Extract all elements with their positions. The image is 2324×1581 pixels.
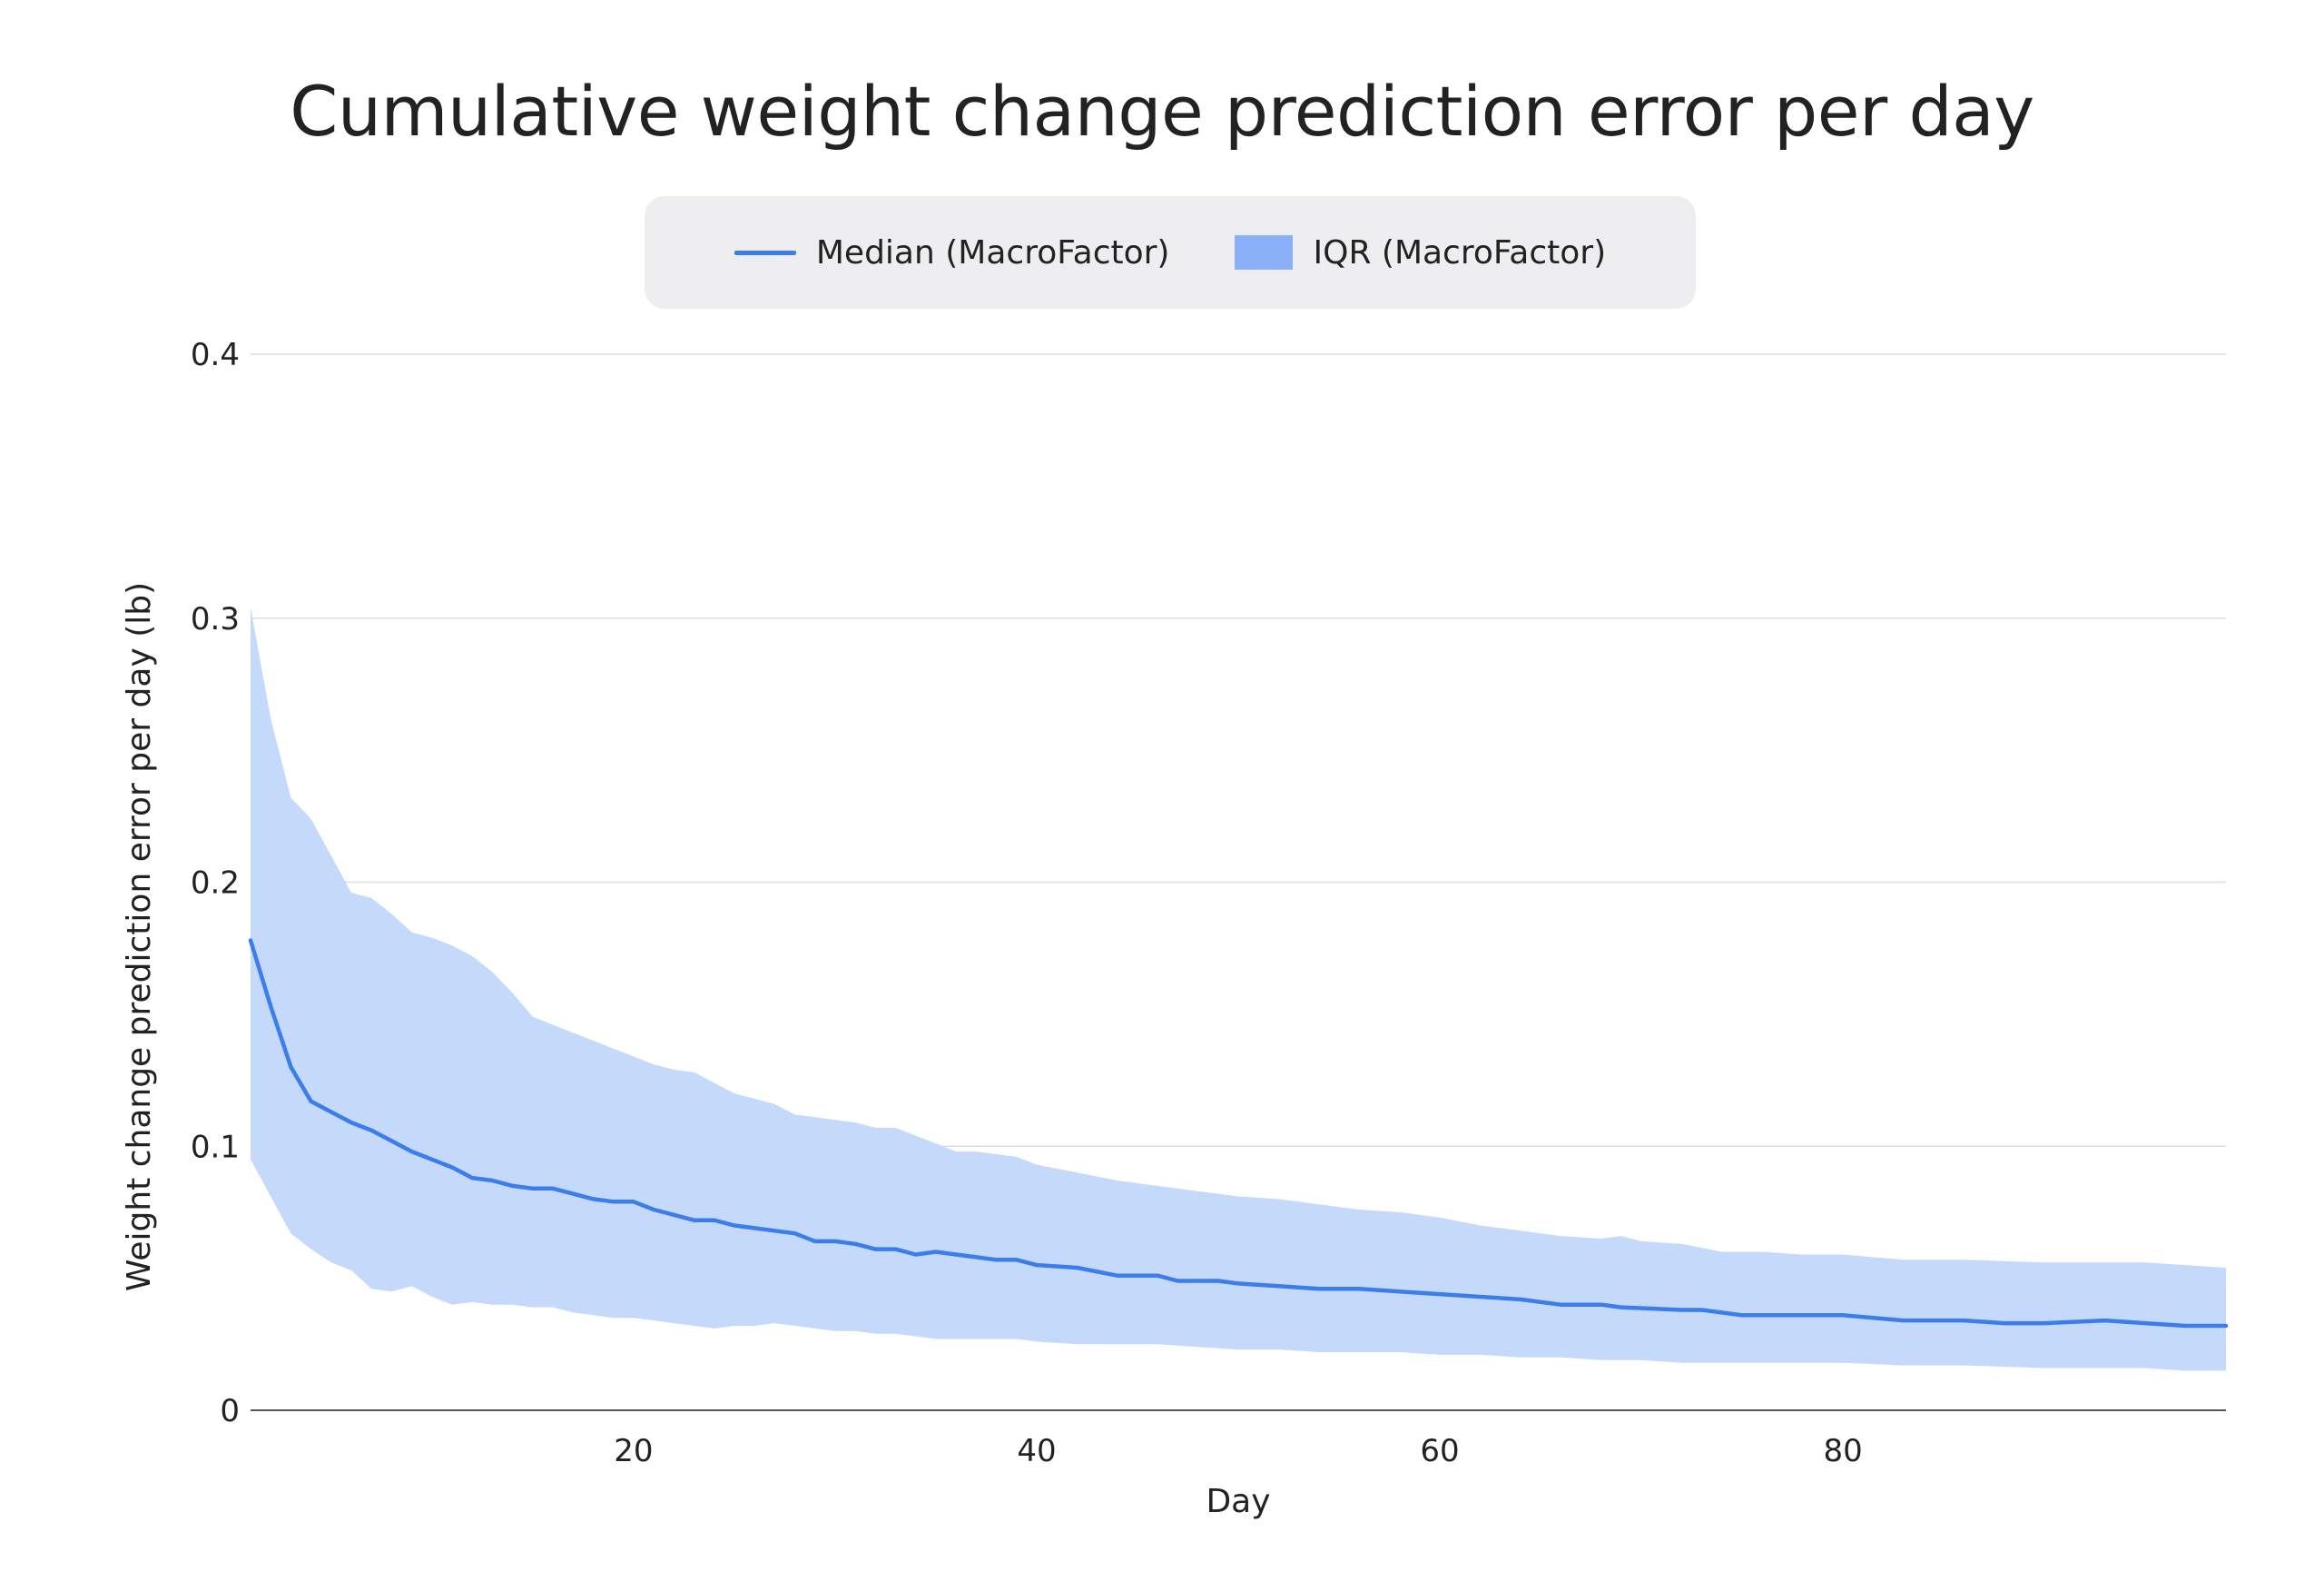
x-axis-label: Day: [1206, 1483, 1270, 1520]
y-tick-label: 0.3: [191, 601, 240, 637]
y-tick-label: 0.1: [191, 1129, 240, 1165]
y-axis-label: Weight change prediction error per day (…: [121, 582, 158, 1291]
x-tick-labels: 20 40 60 80: [614, 1433, 1863, 1469]
y-tick-label: 0.4: [191, 337, 240, 373]
x-tick-label: 20: [614, 1433, 653, 1469]
legend: Median (MacroFactor) IQR (MacroFactor): [645, 196, 1696, 309]
iqr-band: [251, 608, 2226, 1371]
legend-median-label: Median (MacroFactor): [815, 233, 1170, 272]
legend-item-iqr[interactable]: IQR (MacroFactor): [1235, 234, 1606, 272]
legend-median-line-swatch: [734, 250, 796, 255]
legend-iqr-area-swatch: [1235, 235, 1294, 270]
median-line: [248, 938, 2229, 1329]
x-tick-label: 60: [1420, 1433, 1459, 1469]
chart-title: Cumulative weight change prediction erro…: [290, 71, 2034, 152]
y-tick-labels: 0 0.1 0.2 0.3 0.4: [191, 337, 240, 1429]
x-tick-label: 40: [1017, 1433, 1056, 1469]
x-tick-label: 80: [1823, 1433, 1862, 1469]
y-tick-label: 0.2: [191, 865, 240, 902]
legend-item-median[interactable]: Median (MacroFactor): [734, 233, 1170, 272]
y-tick-label: 0: [220, 1393, 240, 1429]
legend-iqr-label: IQR (MacroFactor): [1313, 233, 1607, 272]
